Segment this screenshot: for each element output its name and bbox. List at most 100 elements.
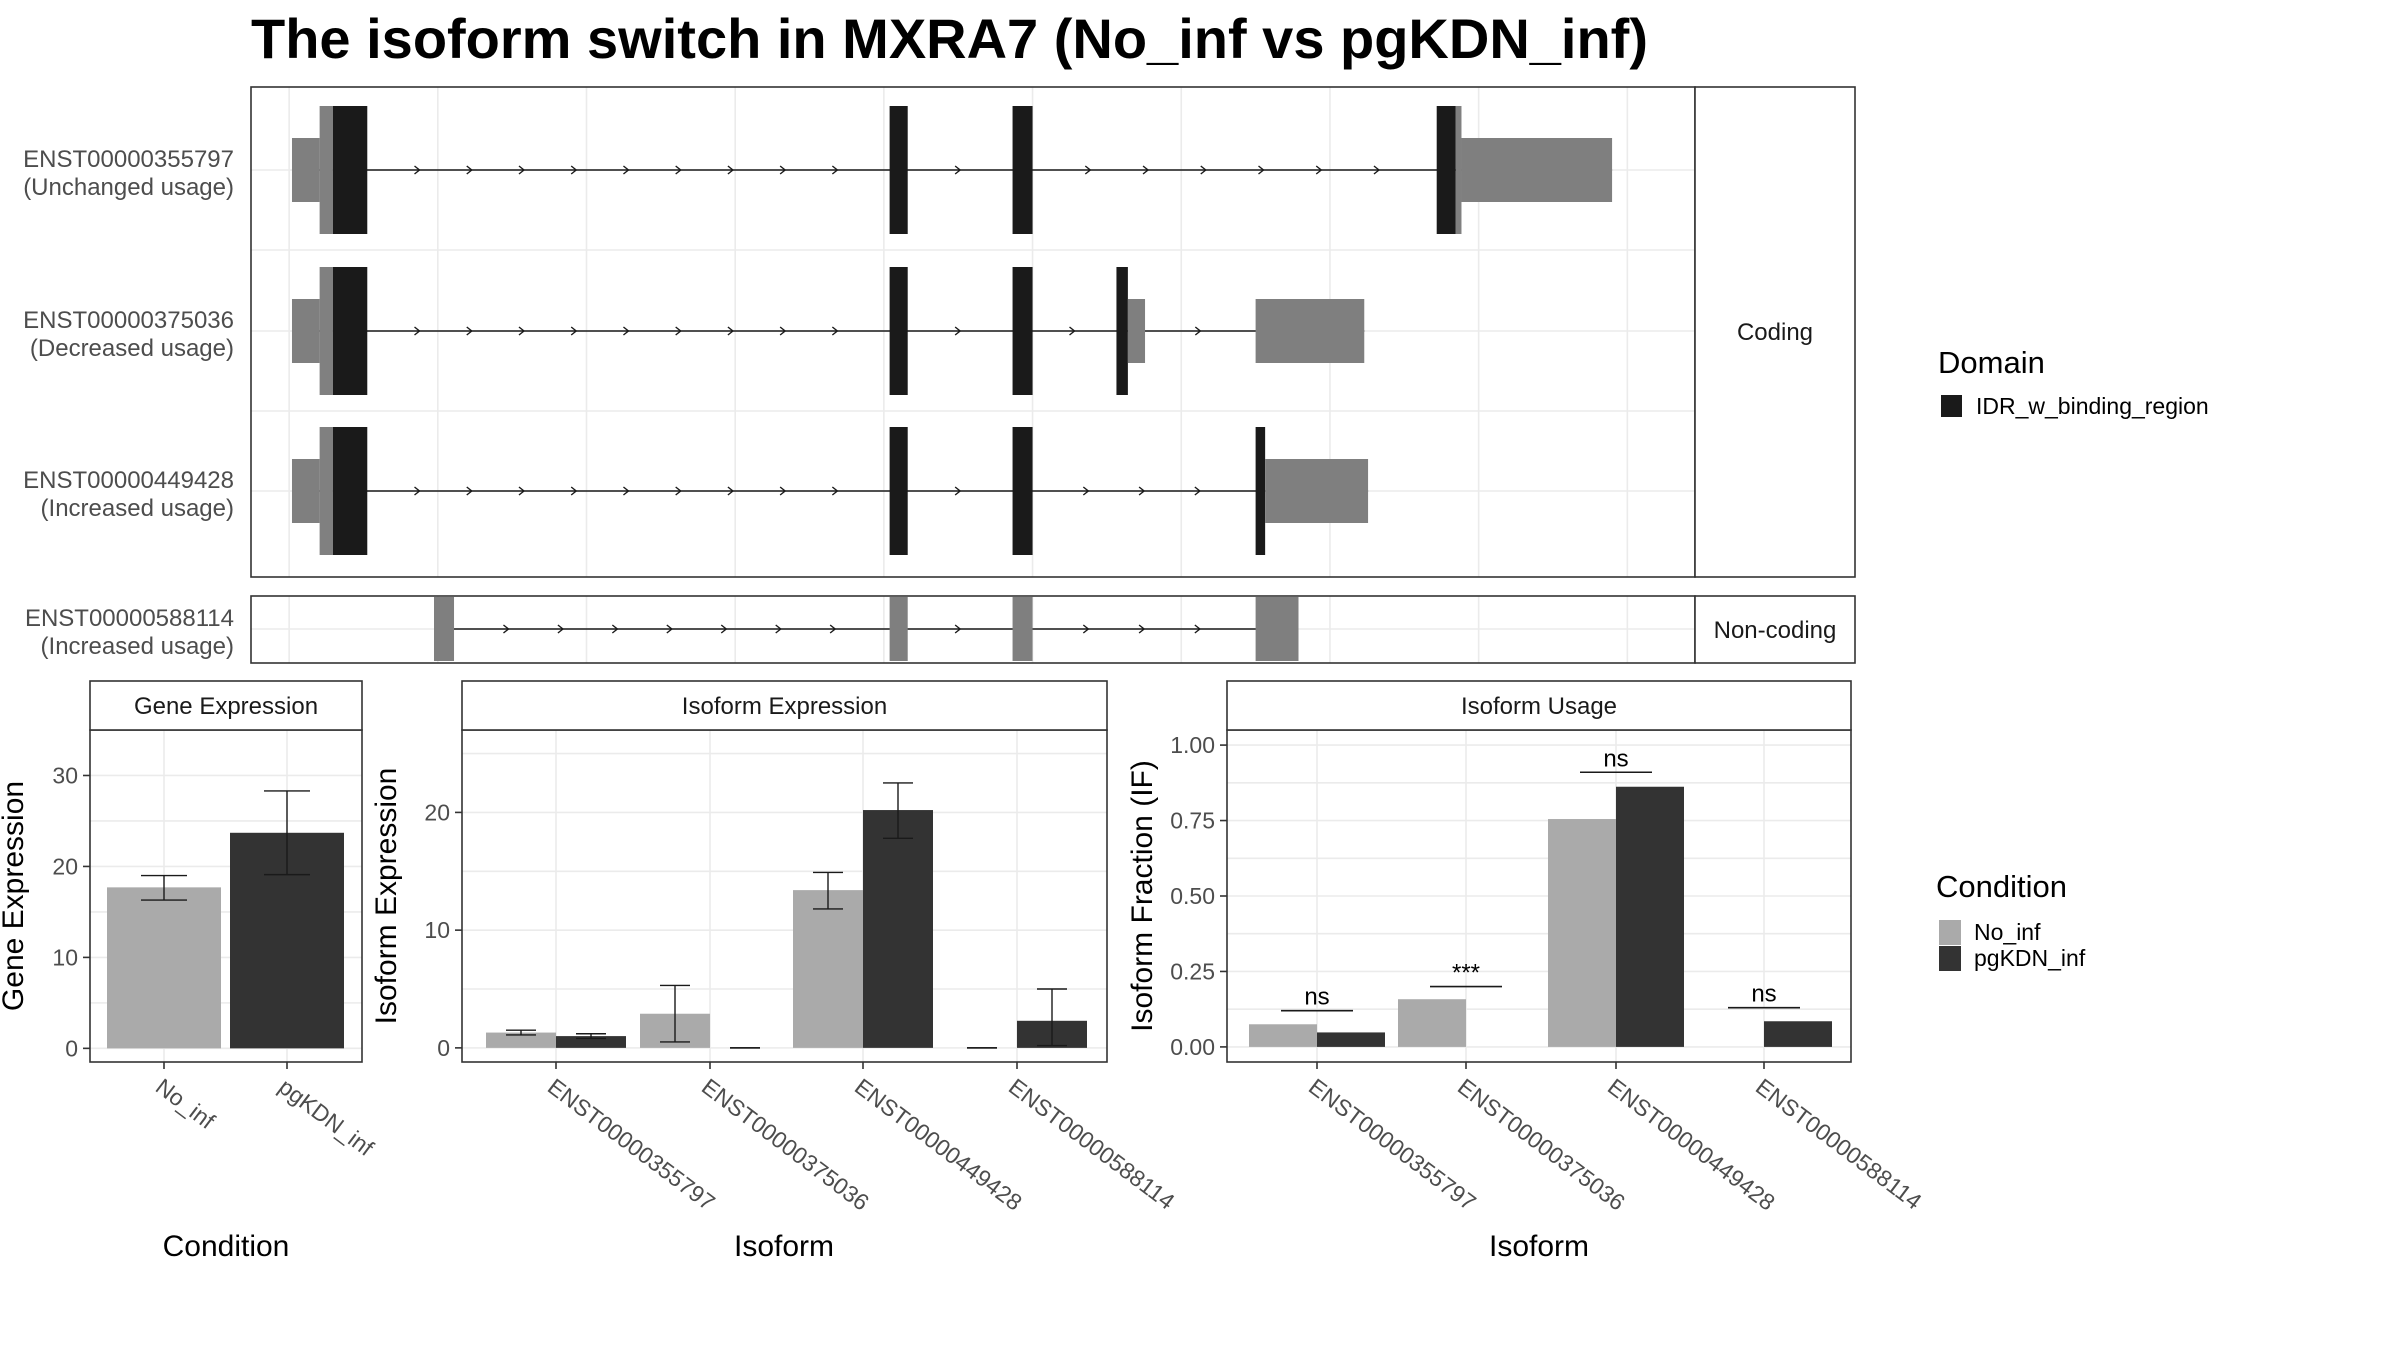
facet-strip	[1694, 86, 1856, 578]
intron-arrow	[779, 326, 787, 336]
significance-label: ns	[1751, 981, 1776, 1008]
domain-legend-key	[1941, 395, 1962, 417]
intron-arrow	[611, 624, 619, 634]
intron-arrow	[1194, 486, 1201, 496]
intron-arrow	[570, 486, 578, 496]
intron-arrow	[727, 486, 735, 496]
intron-arrow	[623, 165, 630, 175]
domain-exon	[332, 106, 368, 234]
y-tick-label: 30	[52, 762, 78, 788]
figure-title: The isoform switch in MXRA7 (No_inf vs p…	[251, 7, 1648, 70]
intron-arrow	[779, 486, 787, 496]
bar-pgKDN_inf-ENST00000588114	[1764, 1021, 1832, 1047]
intron-arrow	[829, 624, 837, 634]
facet-strip-label: Coding	[1737, 319, 1813, 346]
condition-legend-key	[1939, 920, 1961, 945]
utr-exon	[1127, 299, 1146, 363]
intron-arrow	[1084, 165, 1092, 175]
domain-exon	[1012, 267, 1033, 395]
coding-exon	[319, 106, 333, 234]
domain-exon	[889, 427, 908, 555]
structure-facet-1: Non-coding	[250, 595, 1856, 664]
transcript-ENST00000355797	[291, 106, 1613, 234]
utr-exon	[889, 597, 908, 661]
intron-arrow	[1258, 165, 1265, 175]
intron-arrow	[954, 165, 962, 175]
intron-arrow	[675, 486, 682, 496]
panel-strip-label: Isoform Expression	[682, 693, 887, 720]
transcript-id-label: ENST00000355797	[23, 146, 234, 173]
bar-No_inf-ENST00000355797	[486, 1032, 556, 1048]
facet-strip-label: Non-coding	[1714, 617, 1837, 644]
panel-strip	[89, 680, 363, 731]
utr-exon	[1265, 459, 1369, 523]
y-tick-label: 10	[424, 917, 450, 943]
x-tick-label: ENST00000355797	[543, 1073, 720, 1215]
intron-arrow	[1082, 486, 1090, 496]
intron-arrow	[727, 326, 735, 336]
domain-exon	[1255, 427, 1266, 555]
coding-exon	[319, 427, 333, 555]
condition-legend-title: Condition	[1936, 869, 2067, 904]
intron-arrow	[954, 486, 962, 496]
condition-legend-label: pgKDN_inf	[1974, 945, 2086, 971]
domain-exon	[1436, 106, 1456, 234]
bar-panel-2: ns *** ns ns Isoform Usage 0.00 0.25 0.50 0.75 1.…	[1126, 680, 1927, 1263]
intron-arrow	[518, 165, 526, 175]
intron-arrow	[675, 326, 682, 336]
domain-exon	[889, 106, 908, 234]
condition-legend-key	[1939, 946, 1961, 971]
intron-arrow	[518, 326, 526, 336]
utr-exon	[291, 299, 320, 363]
intron-arrow	[831, 165, 839, 175]
y-tick-label: 0	[65, 1035, 78, 1061]
intron-arrow	[557, 624, 565, 634]
significance-label: ns	[1304, 984, 1329, 1011]
domain-exon	[332, 427, 368, 555]
intron-arrow	[623, 486, 630, 496]
bar-chart-panels: Gene Expression 0 10 20 30 No_inf pgKDN_inf Con…	[0, 680, 1927, 1263]
intron-arrow	[503, 624, 510, 634]
intron-arrow	[466, 486, 473, 496]
structure-facet-0: Coding	[250, 86, 1856, 578]
intron-arrow	[727, 165, 735, 175]
bar-pgKDN_inf-ENST00000449428	[863, 810, 933, 1048]
x-axis-title: Condition	[163, 1230, 290, 1263]
domain-exon	[1116, 267, 1128, 395]
intron-arrow	[466, 165, 473, 175]
x-tick-label: ENST00000375036	[697, 1073, 874, 1215]
intron-arrow	[623, 326, 630, 336]
panel-strip	[1226, 680, 1852, 731]
utr-exon	[1012, 597, 1033, 661]
transcript-usage-label: (Decreased usage)	[30, 335, 234, 362]
intron-arrow	[1373, 165, 1381, 175]
legends: Domain IDR_w_binding_region Condition No_in…	[1936, 345, 2209, 971]
intron-arrow	[1142, 165, 1150, 175]
bar-panel-0: Gene Expression 0 10 20 30 No_inf pgKDN_inf Con…	[0, 680, 379, 1263]
domain-legend-title: Domain	[1938, 345, 2045, 380]
utr-exon	[291, 459, 320, 523]
y-tick-label: 0.50	[1170, 883, 1215, 909]
bar-No_inf-ENST00000355797	[1249, 1024, 1317, 1047]
bar-panel-border	[461, 729, 1108, 1063]
bar-No_inf-No_inf	[107, 887, 221, 1049]
intron-arrow	[720, 624, 728, 634]
transcript-ENST00000588114	[434, 597, 1299, 661]
transcript-id-label: ENST00000588114	[25, 605, 234, 632]
intron-arrow	[414, 486, 421, 496]
transcript-ENST00000375036	[291, 267, 1365, 395]
y-tick-label: 1.00	[1170, 732, 1215, 758]
transcript-ENST00000449428	[291, 427, 1369, 555]
coding-exon	[1455, 106, 1462, 234]
intron-arrow	[1069, 326, 1076, 336]
domain-exon	[1012, 106, 1033, 234]
gene-structure-panel: Coding ENST00000355797(Unchanged usage) EN…	[23, 86, 1856, 664]
transcript-id-label: ENST00000449428	[23, 467, 234, 494]
bar-pgKDN_inf-ENST00000355797	[556, 1036, 626, 1048]
intron-arrow	[1194, 624, 1201, 634]
utr-exon	[1461, 138, 1613, 202]
coding-exon	[319, 267, 333, 395]
bar-No_inf-ENST00000449428	[793, 890, 863, 1048]
domain-exon	[889, 267, 908, 395]
y-axis-title: Isoform Expression	[370, 768, 403, 1025]
